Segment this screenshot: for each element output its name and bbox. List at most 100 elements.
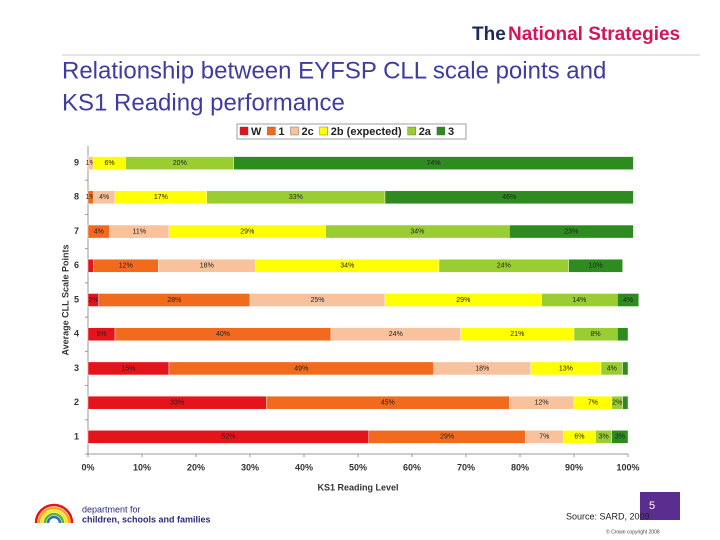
data-label: 15%	[121, 365, 135, 372]
y-tick-label: 7	[74, 226, 79, 236]
y-tick-label: 1	[74, 431, 79, 441]
data-label: 1%	[86, 160, 96, 167]
data-label: 45%	[381, 400, 395, 407]
x-tick-label: 30%	[241, 462, 259, 472]
bar-segment	[611, 430, 629, 444]
data-label: 13%	[559, 365, 573, 372]
x-tick-label: 10%	[133, 462, 151, 472]
x-tick-label: 80%	[511, 462, 529, 472]
data-label: 4%	[607, 365, 617, 372]
y-axis-label: Average CLL Scale Points	[60, 244, 70, 355]
data-label: 5%	[96, 331, 106, 338]
y-tick-label: 6	[74, 260, 79, 270]
bar-segment	[384, 190, 634, 205]
data-label: 23%	[564, 228, 578, 235]
data-label: 2%	[88, 297, 98, 304]
bar-segment	[622, 395, 629, 410]
data-label: 34%	[340, 263, 354, 270]
data-label: 34%	[410, 228, 424, 235]
x-tick-label: 0%	[81, 462, 94, 472]
legend-swatch	[407, 126, 416, 136]
legend-label: 3	[448, 126, 454, 138]
legend-label: 1	[278, 126, 284, 138]
bar-segment	[617, 293, 640, 307]
data-label: 40%	[216, 331, 230, 338]
data-label: 28%	[167, 297, 181, 304]
data-label: 33%	[170, 400, 184, 407]
source: Source: SARD, 2009	[566, 511, 650, 521]
data-label: 18%	[200, 263, 214, 270]
dept-name: children, schools and families	[82, 514, 211, 524]
y-tick-label: 2	[74, 397, 79, 407]
bar-segment	[509, 224, 634, 239]
data-label: 1%	[86, 194, 96, 201]
bar-segment	[568, 259, 623, 273]
data-label: 11%	[133, 228, 147, 235]
x-tick-label: 40%	[295, 462, 313, 472]
data-label: 12%	[535, 400, 549, 407]
data-label: 24%	[389, 331, 403, 338]
x-tick-label: 60%	[403, 462, 421, 472]
data-label: 20%	[173, 160, 187, 167]
slide-number-box	[640, 492, 680, 520]
bar-segment	[617, 327, 629, 341]
legend-label: 2a	[419, 126, 432, 138]
data-label: 4%	[94, 228, 104, 235]
data-label: 2%	[612, 400, 622, 407]
data-label: 25%	[310, 297, 324, 304]
data-label: 18%	[475, 365, 489, 372]
data-label: 49%	[294, 365, 308, 372]
data-label: 33%	[289, 194, 303, 201]
data-label: 74%	[427, 160, 441, 167]
bar-segment	[622, 361, 629, 376]
legend-swatch	[239, 126, 249, 136]
slide-title: KS1 Reading performance	[62, 89, 345, 116]
data-label: 7%	[588, 400, 598, 407]
bar-segment	[233, 156, 634, 170]
rainbow-logo	[34, 503, 74, 524]
data-label: 10%	[589, 263, 603, 270]
data-label: 24%	[497, 263, 511, 270]
legend-label: W	[251, 126, 262, 138]
x-tick-label: 70%	[457, 462, 475, 472]
bar-segment	[87, 259, 94, 273]
data-label: 29%	[240, 228, 254, 235]
data-label: 4%	[99, 194, 109, 201]
data-label: 29%	[440, 434, 454, 441]
brand-lead: The	[472, 24, 506, 45]
legend-swatch	[319, 126, 328, 136]
data-label: 29%	[456, 297, 470, 304]
data-label: 4%	[623, 297, 633, 304]
brand-name: National Strategies	[508, 24, 680, 45]
data-label: 14%	[572, 297, 586, 304]
legend-swatch	[267, 126, 276, 136]
x-tick-label: 100%	[616, 462, 639, 472]
y-tick-label: 5	[74, 294, 79, 304]
data-label: 52%	[221, 434, 235, 441]
data-label: 3%	[599, 434, 609, 441]
legend-label: 2b (expected)	[331, 126, 402, 138]
data-label: 6%	[105, 160, 115, 167]
x-tick-label: 50%	[349, 462, 367, 472]
y-tick-label: 8	[74, 192, 79, 202]
copyright: © Crown copyright 2008	[606, 528, 660, 535]
y-tick-label: 4	[74, 329, 79, 339]
x-tick-label: 90%	[565, 462, 583, 472]
data-label: 12%	[119, 263, 133, 270]
data-label: 6%	[574, 434, 584, 441]
y-tick-label: 3	[74, 363, 79, 373]
data-label: 3%	[615, 434, 625, 441]
data-label: 46%	[502, 194, 516, 201]
data-label: 21%	[510, 331, 524, 338]
slide-number: 5	[649, 500, 655, 512]
slide-title: Relationship between EYFSP CLL scale poi…	[62, 57, 606, 84]
x-axis-label: KS1 Reading Level	[317, 482, 398, 492]
data-label: 7%	[539, 434, 549, 441]
y-tick-label: 9	[74, 157, 79, 167]
legend-label: 2c	[302, 126, 314, 138]
legend-swatch	[436, 126, 446, 136]
data-label: 17%	[154, 194, 168, 201]
legend-swatch	[290, 126, 299, 136]
dept-name: department for	[82, 504, 141, 514]
